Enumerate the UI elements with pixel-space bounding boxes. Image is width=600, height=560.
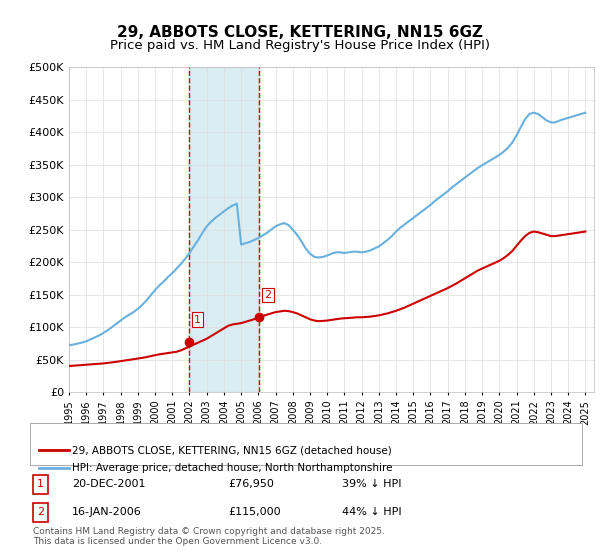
Text: 2: 2 xyxy=(264,290,271,300)
Text: £76,950: £76,950 xyxy=(228,479,274,489)
Text: HPI: Average price, detached house, North Northamptonshire: HPI: Average price, detached house, Nort… xyxy=(72,463,392,473)
Text: 44% ↓ HPI: 44% ↓ HPI xyxy=(342,507,401,517)
Text: 1: 1 xyxy=(194,315,201,325)
Text: Price paid vs. HM Land Registry's House Price Index (HPI): Price paid vs. HM Land Registry's House … xyxy=(110,39,490,52)
Text: £115,000: £115,000 xyxy=(228,507,281,517)
Text: 20-DEC-2001: 20-DEC-2001 xyxy=(72,479,146,489)
Text: 2: 2 xyxy=(37,507,44,517)
Text: 39% ↓ HPI: 39% ↓ HPI xyxy=(342,479,401,489)
Text: 29, ABBOTS CLOSE, KETTERING, NN15 6GZ: 29, ABBOTS CLOSE, KETTERING, NN15 6GZ xyxy=(117,25,483,40)
Bar xyxy=(189,67,259,392)
Text: 1: 1 xyxy=(37,479,44,489)
Text: 29, ABBOTS CLOSE, KETTERING, NN15 6GZ (detached house): 29, ABBOTS CLOSE, KETTERING, NN15 6GZ (d… xyxy=(72,445,392,455)
Text: 16-JAN-2006: 16-JAN-2006 xyxy=(72,507,142,517)
Text: Contains HM Land Registry data © Crown copyright and database right 2025.
This d: Contains HM Land Registry data © Crown c… xyxy=(33,526,385,546)
